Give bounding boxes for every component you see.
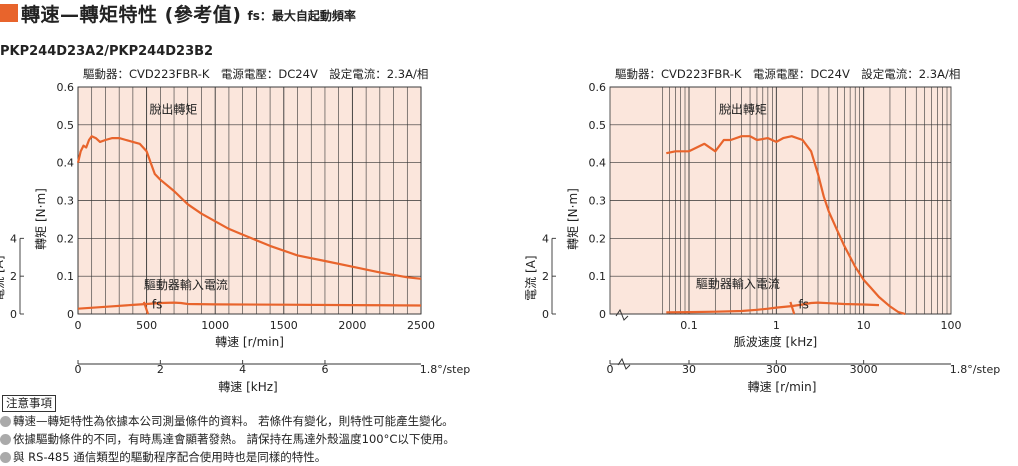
- y-tick-label: 0: [599, 308, 606, 321]
- model-label: PKP244D23A2/PKP244D23B2: [0, 44, 214, 59]
- x-tick-label: 0: [75, 319, 82, 332]
- notes-section: 注意事項 轉速—轉矩特性為依據本公司測量條件的資料。 若條件有變化，則特性可能產…: [0, 392, 1018, 466]
- series-label: 脫出轉矩: [149, 102, 197, 117]
- x-axis-label: 轉速 [r/min]: [215, 335, 284, 349]
- note-text: 轉速—轉矩特性為依據本公司測量條件的資料。 若條件有變化，則特性可能產生變化。: [13, 414, 454, 428]
- secondary-x-tick-label: 4: [239, 363, 246, 376]
- page-title: 轉速—轉矩特性 (參考值): [21, 3, 242, 26]
- axis-break-icon: [617, 357, 631, 370]
- y-tick-label: 0.2: [589, 232, 607, 245]
- secondary-x-tick-label: 0: [607, 363, 614, 376]
- axis-break-icon: [615, 308, 629, 321]
- note-text: 與 RS-485 通信類型的驅動程序配合使用時也是同樣的特性。: [13, 450, 327, 464]
- secondary-x-tick-label: 6: [321, 363, 328, 376]
- y-tick-label: 0.2: [57, 232, 75, 245]
- series-label: fs: [152, 298, 162, 312]
- step-angle-label: 1.8°/step: [950, 363, 1001, 376]
- secondary-x-tick-label: 3000: [850, 363, 878, 376]
- series-label: 驅動器輸入電流: [144, 277, 228, 292]
- y-tick-label: 0.1: [589, 270, 607, 283]
- note-item: 依據驅動條件的不同，有時馬達會顯著發熱。 請保持在馬達外殼溫度100°C以下使用…: [0, 430, 1018, 448]
- notes-title: 注意事項: [2, 395, 56, 412]
- bullet-icon: [0, 451, 11, 463]
- header-accent-square: [0, 4, 18, 22]
- current-tick-label: 2: [10, 270, 17, 283]
- secondary-x-axis-label: 轉速 [r/min]: [748, 380, 817, 394]
- x-tick-label: 1500: [270, 319, 298, 332]
- series-line: [142, 301, 150, 315]
- y-tick-label: 0.4: [57, 157, 75, 170]
- bullet-icon: [0, 433, 11, 445]
- x-tick-label: 100: [941, 319, 962, 332]
- secondary-x-tick-label: 0: [75, 363, 82, 376]
- current-axis-label: 電流 [A]: [0, 255, 6, 300]
- x-tick-label: 2500: [407, 319, 435, 332]
- y-axis-label: 轉矩 [N·m]: [566, 188, 580, 250]
- y-tick-label: 0.1: [57, 270, 75, 283]
- note-text: 依據驅動條件的不同，有時馬達會顯著發熱。 請保持在馬達外殼溫度100°C以下使用…: [13, 432, 455, 446]
- page-header: 轉速—轉矩特性 (參考值) fs：最大自起動頻率: [0, 0, 356, 26]
- current-tick-label: 4: [542, 232, 549, 245]
- y-axis-label: 轉矩 [N·m]: [34, 188, 48, 250]
- y-tick-label: 0.3: [57, 195, 75, 208]
- series-line: [77, 301, 422, 310]
- series-label: 脫出轉矩: [719, 102, 767, 117]
- note-item: 與 RS-485 通信類型的驅動程序配合使用時也是同樣的特性。: [0, 448, 1018, 466]
- x-tick-label: 2000: [338, 319, 366, 332]
- current-tick-label: 0: [10, 308, 17, 321]
- series-line: [666, 135, 906, 316]
- y-tick-label: 0.3: [589, 195, 607, 208]
- y-tick-label: 0.6: [57, 81, 75, 94]
- current-tick-label: 4: [10, 232, 17, 245]
- y-tick-label: 0.5: [589, 119, 607, 132]
- current-tick-label: 0: [542, 308, 549, 321]
- x-tick-label: 1: [773, 319, 780, 332]
- current-tick-label: 2: [542, 270, 549, 283]
- x-tick-label: 0.1: [680, 319, 698, 332]
- secondary-x-axis-label: 轉速 [kHz]: [218, 380, 277, 394]
- y-tick-label: 0.6: [589, 81, 607, 94]
- secondary-x-tick-label: 2: [157, 363, 164, 376]
- y-tick-label: 0: [67, 308, 74, 321]
- y-tick-label: 0.5: [57, 119, 75, 132]
- note-item: 轉速—轉矩特性為依據本公司測量條件的資料。 若條件有變化，則特性可能產生變化。: [0, 412, 1018, 430]
- x-tick-label: 500: [136, 319, 157, 332]
- series-label: 驅動器輸入電流: [696, 276, 780, 291]
- chart-conditions: 驅動器：CVD223FBR-K 電源電壓：DC24V 設定電流：2.3A/相: [83, 67, 428, 81]
- series-line: [76, 135, 422, 280]
- x-tick-label: 1000: [201, 319, 229, 332]
- page-subtitle: fs：最大自起動頻率: [247, 8, 356, 23]
- x-tick-label: 10: [857, 319, 871, 332]
- secondary-x-tick-label: 300: [766, 363, 787, 376]
- x-axis-label: 脈波速度 [kHz]: [734, 334, 817, 349]
- series-label: fs: [798, 298, 808, 312]
- chart-conditions: 驅動器：CVD223FBR-K 電源電壓：DC24V 設定電流：2.3A/相: [615, 67, 960, 81]
- step-angle-label: 1.8°/step: [420, 363, 471, 376]
- y-tick-label: 0.4: [589, 157, 607, 170]
- secondary-x-tick-label: 30: [682, 363, 696, 376]
- bullet-icon: [0, 415, 11, 427]
- series-line: [789, 301, 796, 315]
- current-axis-label: 電流 [A]: [524, 255, 538, 300]
